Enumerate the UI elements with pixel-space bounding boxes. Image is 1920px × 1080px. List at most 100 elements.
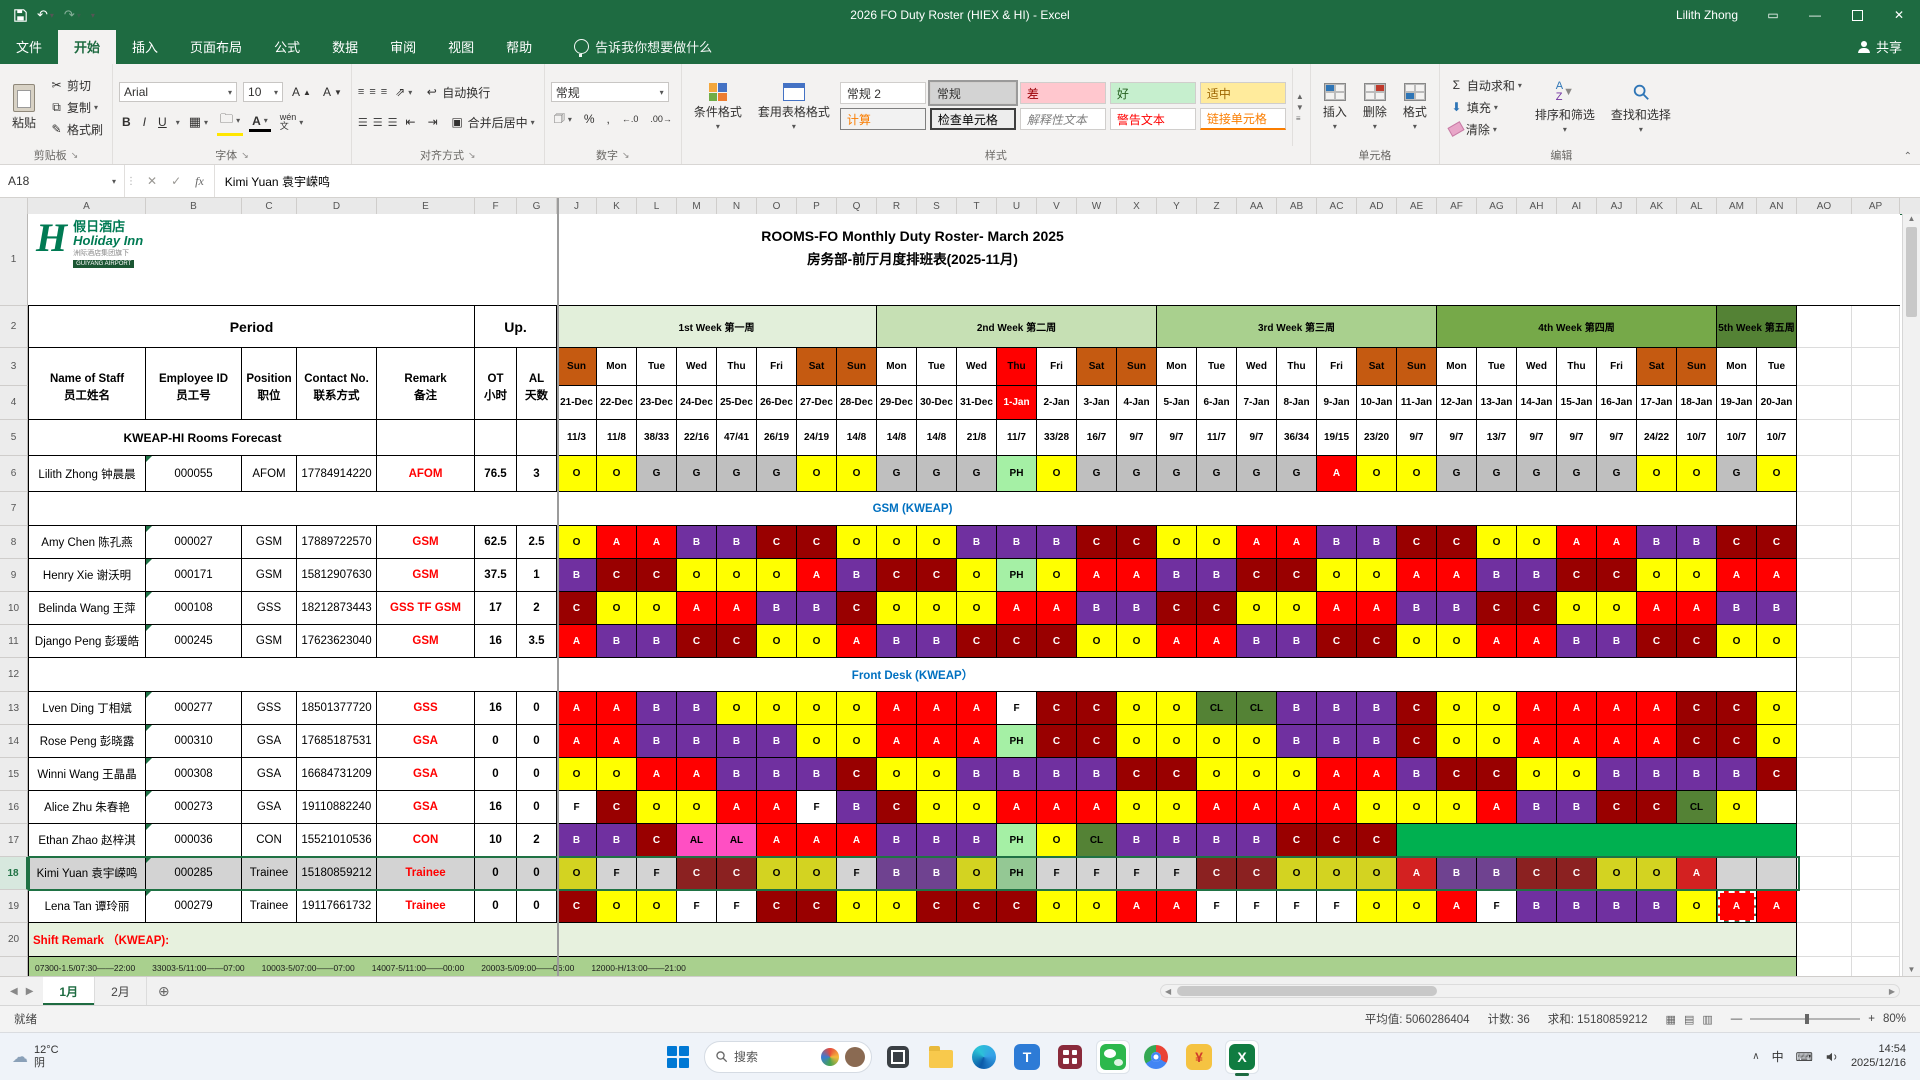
shift-cell[interactable]: A	[717, 791, 757, 824]
shift-cell[interactable]: B	[597, 625, 637, 658]
shift-cell[interactable]: A	[1277, 791, 1317, 824]
al-days-cell[interactable]: 3	[517, 456, 557, 492]
app-grid-button[interactable]	[1053, 1040, 1087, 1074]
next-sheet-arrow[interactable]: ▶	[25, 985, 34, 997]
shift-cell[interactable]: C	[1357, 824, 1397, 857]
shift-cell[interactable]	[1557, 824, 1597, 857]
date-cell[interactable]: 4-Jan	[1117, 386, 1157, 420]
font-size-combo[interactable]: 10 ▾	[243, 82, 284, 102]
shift-cell[interactable]: C	[757, 890, 797, 923]
up-header[interactable]: Up.	[475, 306, 557, 348]
empty-cell[interactable]	[1852, 420, 1900, 456]
column-header-AN[interactable]: AN	[1757, 198, 1797, 214]
shift-cell[interactable]: G	[1277, 456, 1317, 492]
empty-cell[interactable]	[1852, 348, 1900, 386]
employee-id-cell[interactable]: 000285	[146, 857, 242, 890]
gallery-down-button[interactable]: ▼	[1295, 102, 1304, 112]
empty-cell[interactable]	[1852, 857, 1900, 890]
empty-cell[interactable]	[1852, 658, 1900, 692]
shift-cell[interactable]: B	[957, 758, 997, 791]
shift-cell[interactable]: C	[997, 890, 1037, 923]
borders-button[interactable]: ▦ ▾	[188, 114, 209, 129]
scroll-right-arrow[interactable]: ▶	[1888, 986, 1895, 996]
share-button[interactable]: 共享	[1842, 30, 1920, 64]
shift-cell[interactable]: B	[1557, 625, 1597, 658]
shift-cell[interactable]: C	[757, 526, 797, 559]
shift-cell[interactable]: C	[717, 857, 757, 890]
shift-cell[interactable]: O	[717, 559, 757, 592]
shift-cell[interactable]: C	[1077, 692, 1117, 725]
shift-cell[interactable]: O	[797, 456, 837, 492]
date-cell[interactable]: 21-Dec	[557, 386, 597, 420]
shift-cell[interactable]: A	[1037, 791, 1077, 824]
task-view-button[interactable]	[881, 1040, 915, 1074]
empty-cell[interactable]	[1797, 857, 1852, 890]
shift-cell[interactable]: O	[837, 456, 877, 492]
shift-cell[interactable]: G	[957, 456, 997, 492]
column-header-Z[interactable]: Z	[1197, 198, 1237, 214]
forecast-cell[interactable]: 24/22	[1637, 420, 1677, 456]
shift-cell[interactable]: B	[557, 559, 597, 592]
shift-cell[interactable]	[1397, 824, 1437, 857]
ot-hours-cell[interactable]: 0	[475, 725, 517, 758]
new-sheet-button[interactable]: ⊕	[157, 982, 170, 999]
empty-cell[interactable]	[1797, 890, 1852, 923]
date-cell[interactable]: 27-Dec	[797, 386, 837, 420]
shift-cell[interactable]: G	[1557, 456, 1597, 492]
shift-cell[interactable]: B	[677, 725, 717, 758]
shift-cell[interactable]: A	[1037, 592, 1077, 625]
empty-cell[interactable]	[1797, 386, 1852, 420]
shift-cell[interactable]: C	[1237, 559, 1277, 592]
day-of-week-cell[interactable]: Fri	[1037, 348, 1077, 386]
remark-cell[interactable]: GSM	[377, 526, 475, 559]
column-header-AF[interactable]: AF	[1437, 198, 1477, 214]
forecast-cell[interactable]: 10/7	[1757, 420, 1797, 456]
forecast-cell[interactable]: 36/34	[1277, 420, 1317, 456]
shift-cell[interactable]: O	[1357, 791, 1397, 824]
date-cell[interactable]: 11-Jan	[1397, 386, 1437, 420]
shift-cell[interactable]: O	[757, 559, 797, 592]
column-header-S[interactable]: S	[917, 198, 957, 214]
row-header-9[interactable]: 9	[0, 559, 28, 592]
shift-cell[interactable]: CL	[1677, 791, 1717, 824]
undo-button[interactable]: ↶ ▾	[37, 7, 54, 22]
row-header-10[interactable]: 10	[0, 592, 28, 625]
day-of-week-cell[interactable]: Wed	[1237, 348, 1277, 386]
shift-cell[interactable]: O	[1117, 791, 1157, 824]
shift-cell[interactable]: C	[1397, 692, 1437, 725]
shift-cell[interactable]: O	[597, 456, 637, 492]
shift-cell[interactable]: O	[1517, 526, 1557, 559]
fill-color-button[interactable]: 🗀 ▾	[217, 109, 244, 136]
al-days-cell[interactable]: 3.5	[517, 625, 557, 658]
shift-cell[interactable]: B	[877, 625, 917, 658]
shift-cell[interactable]: A	[797, 559, 837, 592]
al-days-cell[interactable]: 0	[517, 692, 557, 725]
ot-hours-cell[interactable]: 16	[475, 625, 517, 658]
forecast-cell[interactable]: 9/7	[1437, 420, 1477, 456]
shift-cell[interactable]: B	[1357, 692, 1397, 725]
shift-cell[interactable]: B	[1717, 758, 1757, 791]
shift-cell[interactable]: B	[917, 824, 957, 857]
shift-cell[interactable]: B	[1757, 592, 1797, 625]
empty-cell[interactable]	[1797, 791, 1852, 824]
shift-cell[interactable]	[1437, 824, 1477, 857]
forecast-cell[interactable]: 9/7	[1397, 420, 1437, 456]
shift-cell[interactable]: B	[1117, 824, 1157, 857]
shift-cell[interactable]: O	[1677, 890, 1717, 923]
al-days-cell[interactable]: 0	[517, 890, 557, 923]
date-cell[interactable]: 24-Dec	[677, 386, 717, 420]
empty-cell[interactable]	[1852, 957, 1900, 976]
date-cell[interactable]: 28-Dec	[837, 386, 877, 420]
day-of-week-cell[interactable]: Sat	[797, 348, 837, 386]
row-header-13[interactable]: 13	[0, 692, 28, 725]
date-cell[interactable]: 10-Jan	[1357, 386, 1397, 420]
employee-id-cell[interactable]: 000310	[146, 725, 242, 758]
employee-id-cell[interactable]: 000279	[146, 890, 242, 923]
zoom-level[interactable]: 80%	[1882, 1013, 1906, 1025]
empty-cell[interactable]	[475, 420, 517, 456]
shift-cell[interactable]: CL	[1197, 692, 1237, 725]
forecast-cell[interactable]: 9/7	[1117, 420, 1157, 456]
shift-cell[interactable]: O	[877, 526, 917, 559]
shift-cell[interactable]: O	[1397, 625, 1437, 658]
column-header-V[interactable]: V	[1037, 198, 1077, 214]
